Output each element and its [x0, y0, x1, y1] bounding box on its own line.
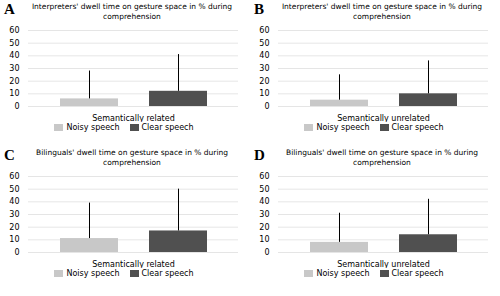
html-text:Bilinguals' dwell time on gest: Bilinguals' dwell time on gesture space …: [36, 148, 228, 167]
html-text:D: D: [254, 147, 265, 163]
svg-text:40: 40: [9, 197, 19, 206]
html-text:B: B: [254, 1, 264, 17]
svg-text:10: 10: [259, 235, 269, 244]
svg-text:20: 20: [9, 77, 19, 86]
svg-text:0: 0: [264, 248, 269, 257]
html-text:Noisy speech: Noisy speech: [316, 123, 370, 132]
svg-text:10: 10: [9, 235, 19, 244]
svg-text:Semantically unrelated: Semantically unrelated: [337, 114, 430, 122]
svg-text:10: 10: [259, 89, 269, 98]
html-text:Noisy speech: Noisy speech: [66, 269, 120, 278]
html-text:C: C: [4, 147, 15, 163]
svg-text:40: 40: [259, 197, 269, 206]
svg-text:50: 50: [9, 39, 19, 48]
svg-text:0: 0: [264, 102, 269, 111]
html-text:Interpreters' dwell time on ge: Interpreters' dwell time on gesture spac…: [281, 2, 483, 21]
svg-text:20: 20: [259, 77, 269, 86]
svg-text:30: 30: [259, 64, 269, 73]
svg-text:Semantically unrelated: Semantically unrelated: [337, 260, 430, 268]
svg-text:60: 60: [9, 172, 19, 181]
html-text:Interpreters' dwell time on ge: Interpreters' dwell time on gesture spac…: [31, 2, 233, 21]
svg-text:30: 30: [259, 210, 269, 219]
html-text:Clear speech: Clear speech: [391, 269, 444, 278]
svg-text:50: 50: [9, 185, 19, 194]
html-text:Clear speech: Clear speech: [141, 123, 194, 132]
html-text:Bilinguals' dwell time on gest: Bilinguals' dwell time on gesture space …: [286, 148, 478, 167]
html-text:Clear speech: Clear speech: [391, 123, 444, 132]
svg-text:50: 50: [259, 39, 269, 48]
svg-text:40: 40: [9, 51, 19, 60]
svg-text:20: 20: [259, 223, 269, 232]
svg-text:0: 0: [14, 248, 19, 257]
svg-text:50: 50: [259, 185, 269, 194]
svg-text:Semantically related: Semantically related: [92, 260, 174, 268]
svg-text:10: 10: [9, 89, 19, 98]
svg-text:20: 20: [9, 223, 19, 232]
svg-text:60: 60: [9, 26, 19, 35]
svg-text:60: 60: [259, 26, 269, 35]
svg-text:60: 60: [259, 172, 269, 181]
svg-text:30: 30: [9, 64, 19, 73]
svg-text:40: 40: [259, 51, 269, 60]
html-text:Clear speech: Clear speech: [141, 269, 194, 278]
svg-text:Semantically related: Semantically related: [92, 114, 174, 122]
html-text:Noisy speech: Noisy speech: [66, 123, 120, 132]
svg-text:0: 0: [14, 102, 19, 111]
svg-text:30: 30: [9, 210, 19, 219]
html-text:Noisy speech: Noisy speech: [316, 269, 370, 278]
html-text:A: A: [4, 1, 15, 17]
